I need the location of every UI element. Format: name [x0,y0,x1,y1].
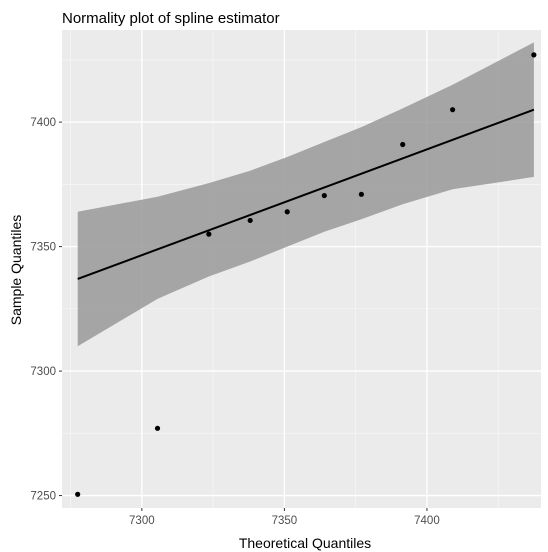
x-tick-label: 7300 [129,515,155,527]
data-point [321,192,327,199]
data-point [247,217,253,224]
y-tick-label: 7250 [30,491,56,503]
data-point [75,491,81,497]
chart-title: Normality plot of spline estimator [62,10,280,27]
fit-line-layer [77,108,535,280]
data-point [450,107,456,113]
data-point [531,52,537,58]
x-axis-ticks: 7300 7350 7400 [129,508,440,527]
data-point [358,191,364,197]
y-tick-label: 7300 [30,366,56,378]
y-axis-ticks: 7250 7300 7350 7400 [30,117,62,503]
data-point [400,141,406,148]
data-point [154,425,161,431]
data-point [206,231,212,237]
x-tick-label: 7350 [272,515,298,527]
reference-line [77,108,535,280]
y-tick-label: 7350 [30,242,56,254]
y-tick-label: 7400 [30,117,56,129]
data-points [75,52,537,497]
x-axis-title: Theoretical Quantiles [239,535,371,551]
x-tick-label: 7400 [414,515,440,527]
data-point [284,209,290,215]
y-axis-title: Sample Quantiles [8,215,24,326]
